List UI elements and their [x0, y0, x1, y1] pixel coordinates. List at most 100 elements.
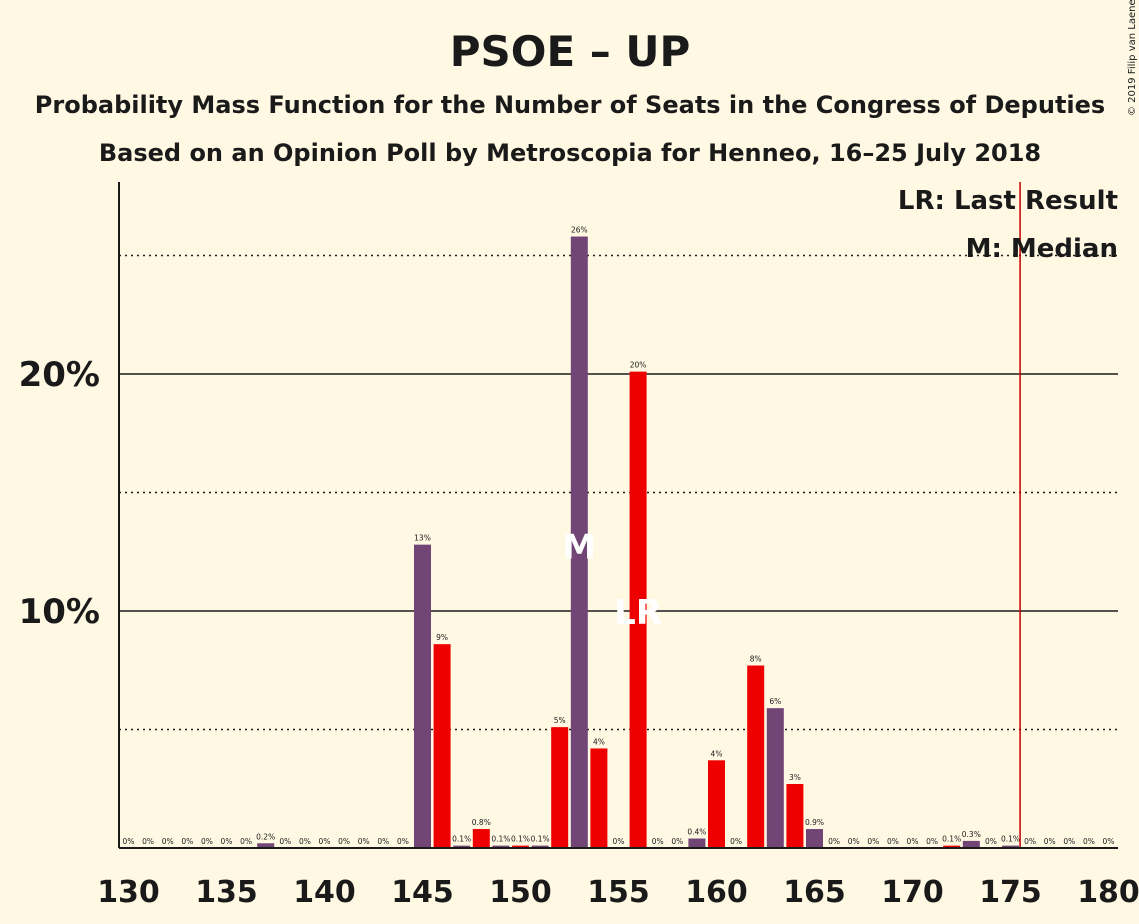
chart-subtitle-2: Based on an Opinion Poll by Metroscopia … — [99, 139, 1041, 167]
bar-label-160: 4% — [711, 749, 723, 758]
bar-165 — [806, 829, 823, 848]
bar-label-173: 0.3% — [962, 830, 981, 839]
bar-label-166: 0% — [828, 837, 840, 846]
bar-172 — [943, 845, 961, 848]
median-marker: M — [562, 527, 596, 567]
legend-median: M: Median — [966, 234, 1118, 264]
last-result-marker: LR — [614, 593, 662, 633]
bar-label-133: 0% — [181, 837, 193, 846]
bar-label-134: 0% — [201, 837, 213, 846]
x-tick-145: 145 — [391, 875, 454, 910]
bar-145 — [414, 544, 431, 848]
bar-label-164: 3% — [789, 773, 801, 782]
bar-label-172: 0.1% — [942, 835, 961, 844]
bar-152 — [551, 727, 569, 848]
bar-label-177: 0% — [1044, 837, 1056, 846]
x-tick-130: 130 — [97, 875, 160, 910]
bar-label-165: 0.9% — [805, 818, 824, 827]
bar-label-137: 0.2% — [256, 832, 275, 841]
bar-148 — [472, 829, 490, 848]
bar-label-161: 0% — [730, 837, 742, 846]
bar-label-157: 0% — [652, 837, 664, 846]
bar-label-159: 0.4% — [687, 828, 706, 837]
bars — [257, 236, 1019, 849]
bar-label-144: 0% — [397, 837, 409, 846]
bar-label-151: 0.1% — [531, 835, 550, 844]
bar-163 — [766, 708, 784, 848]
x-tick-140: 140 — [293, 875, 356, 910]
bar-label-178: 0% — [1063, 837, 1075, 846]
bar-label-138: 0% — [279, 837, 291, 846]
bar-label-130: 0% — [123, 837, 135, 846]
x-tick-160: 160 — [685, 875, 748, 910]
bar-150 — [512, 845, 529, 848]
bar-label-131: 0% — [142, 837, 154, 846]
x-tick-175: 175 — [979, 875, 1042, 910]
bar-label-149: 0.1% — [491, 835, 510, 844]
x-tick-165: 165 — [783, 875, 846, 910]
bar-label-132: 0% — [162, 837, 174, 846]
chart-subtitle-1: Probability Mass Function for the Number… — [35, 91, 1105, 119]
bar-label-150: 0.1% — [511, 835, 530, 844]
bar-162 — [747, 665, 765, 848]
axes — [118, 182, 1118, 849]
bar-label-139: 0% — [299, 837, 311, 846]
bar-label-168: 0% — [867, 837, 879, 846]
bar-label-171: 0% — [926, 837, 938, 846]
bar-160 — [708, 760, 725, 848]
bar-label-180: 0% — [1103, 837, 1115, 846]
gridlines — [119, 254, 1118, 731]
legend-last-result: LR: Last Result — [898, 186, 1118, 216]
bar-label-141: 0% — [338, 837, 350, 846]
bar-175 — [1002, 845, 1019, 848]
y-tick-10: 10% — [19, 592, 100, 632]
bar-149 — [492, 845, 510, 848]
bar-159 — [688, 838, 706, 848]
x-tick-labels: 130 135 140 145 150 155 160 165 170 175 180 — [97, 875, 1139, 910]
bar-label-174: 0% — [985, 837, 997, 846]
bar-label-140: 0% — [319, 837, 331, 846]
bar-label-152: 5% — [554, 716, 566, 725]
x-tick-170: 170 — [881, 875, 944, 910]
bar-label-143: 0% — [377, 837, 389, 846]
bar-label-136: 0% — [240, 837, 252, 846]
bar-label-179: 0% — [1083, 837, 1095, 846]
bar-146 — [433, 644, 451, 848]
bar-156 — [629, 371, 647, 848]
bar-164 — [786, 784, 804, 848]
bar-label-175: 0.1% — [1001, 835, 1020, 844]
bar-label-135: 0% — [221, 837, 233, 846]
bar-label-154: 4% — [593, 737, 605, 746]
markers: M LR — [562, 182, 1021, 848]
bar-147 — [453, 845, 471, 848]
bar-label-147: 0.1% — [452, 835, 471, 844]
x-tick-155: 155 — [587, 875, 650, 910]
bar-label-169: 0% — [887, 837, 899, 846]
bar-label-148: 0.8% — [472, 818, 491, 827]
copyright-note: © 2019 Filip van Laenen — [1127, 0, 1138, 116]
bar-label-145: 13% — [414, 534, 431, 543]
y-tick-20: 20% — [19, 355, 100, 395]
bar-173 — [962, 840, 980, 848]
bar-label-158: 0% — [671, 837, 683, 846]
y-tick-labels: 10% 20% — [19, 355, 100, 632]
x-tick-135: 135 — [195, 875, 258, 910]
bar-153 — [570, 236, 588, 849]
bar-label-142: 0% — [358, 837, 370, 846]
x-tick-150: 150 — [489, 875, 552, 910]
bar-154 — [590, 748, 608, 848]
bar-label-167: 0% — [848, 837, 860, 846]
bar-label-153: 26% — [571, 226, 588, 235]
bar-label-163: 6% — [769, 697, 781, 706]
bar-label-155: 0% — [613, 837, 625, 846]
bar-label-176: 0% — [1024, 837, 1036, 846]
bar-151 — [531, 845, 549, 848]
bar-137 — [257, 843, 275, 848]
bar-label-156: 20% — [630, 361, 647, 370]
bar-label-146: 9% — [436, 633, 448, 642]
chart-title: PSOE – UP — [450, 27, 691, 76]
bar-labels: 0% 0% 0% 0% 0% 0% 0% 0.2% 0% 0% 0% 0% 0% 0% 0% 13% 9% 0.1… — [123, 226, 1115, 846]
bar-label-170: 0% — [907, 837, 919, 846]
x-tick-180: 180 — [1077, 875, 1139, 910]
